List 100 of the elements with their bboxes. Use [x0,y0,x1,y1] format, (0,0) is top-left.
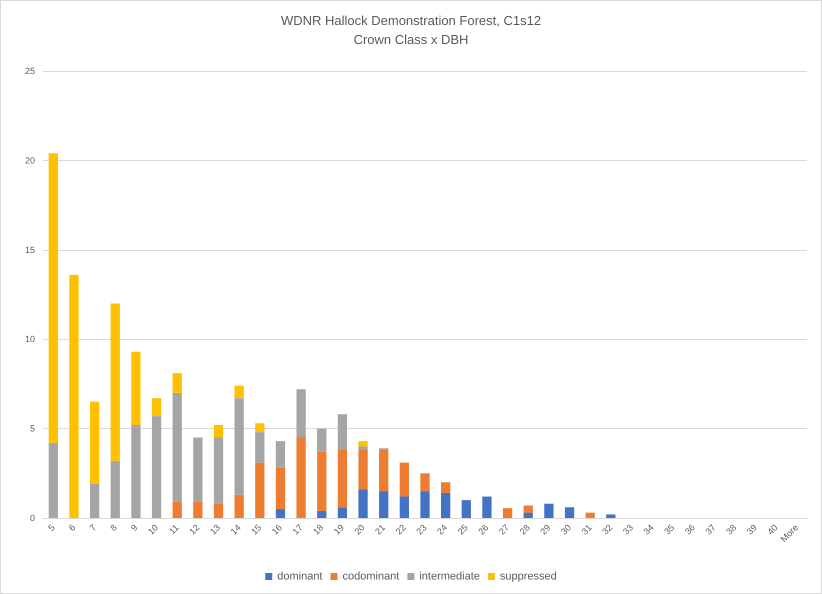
bar [172,373,182,393]
x-tick-label: 25 [456,522,470,537]
bar [276,468,286,510]
y-tick-label: 10 [24,334,35,344]
bar [90,484,100,518]
bar [400,462,409,497]
x-tick-label: 24 [435,522,450,537]
y-tick-label: 0 [30,513,35,523]
bar [69,274,79,518]
x-tick-label: 14 [228,522,243,537]
bar [524,505,533,513]
x-tick-label: 7 [88,522,98,534]
x-tick-label: 38 [724,522,738,537]
x-tick-label: 5 [46,522,57,534]
x-tick-label: 28 [518,522,532,537]
x-tick-label: 34 [642,522,656,537]
bar [152,398,162,416]
x-tick-label: 31 [580,522,594,537]
bar [441,492,450,518]
x-tick-label: 37 [703,522,718,537]
bar [296,389,306,438]
bar [606,514,616,518]
bar [193,502,203,518]
x-tick-label: 12 [187,522,202,537]
x-tick-label: 32 [600,522,614,537]
bar [193,438,203,502]
bar [544,504,554,518]
x-tick-label: 8 [108,522,119,534]
bar [338,507,348,518]
x-tick-label: 6 [66,522,78,534]
x-tick-label: 36 [682,522,697,537]
legend-label: dominant [277,570,323,582]
bar [420,473,430,492]
bar [338,414,348,450]
bar [482,496,492,518]
x-tick-label: 15 [249,522,264,537]
x-tick-label: 26 [476,522,490,537]
bar [214,425,224,438]
bar [586,512,595,518]
bar [502,508,512,518]
bar [255,462,264,518]
bar [110,460,120,518]
bar [172,502,182,518]
x-tick-label: 40 [765,522,780,537]
legend-label: intermediate [419,570,480,582]
bar [317,510,326,518]
bar [255,432,264,463]
bar [214,438,224,504]
x-tick-label: 10 [146,522,160,537]
x-tick-label: 39 [744,522,759,537]
x-tick-label: 17 [290,522,305,537]
bar [234,494,244,518]
x-tick-label: 29 [538,522,552,537]
x-tick-label: 9 [128,522,140,534]
bar [131,425,141,518]
bar [234,386,244,398]
x-tick-label: 19 [332,522,346,537]
x-tick-label: 22 [394,522,408,537]
bar [296,438,306,518]
bar [90,402,100,484]
x-tick-label: 35 [662,522,676,537]
x-tick-label: 11 [167,522,181,536]
bar [338,450,348,508]
x-tick-label: 18 [311,522,326,537]
chart-title: WDNR Hallock Demonstration Forest, C1s12 [280,13,542,28]
bar [358,446,368,450]
bar [358,450,368,490]
bar [441,482,450,493]
x-tick-label: 33 [620,522,636,537]
x-tick-label: 27 [496,522,512,537]
bar [379,491,388,518]
x-tick-label: 21 [373,522,388,537]
x-tick-label: 20 [352,522,367,537]
bar [131,352,141,426]
bar [255,423,264,432]
bar [379,450,388,492]
bar [462,500,471,518]
legend-label: suppressed [500,570,557,582]
y-tick-label: 5 [30,424,35,434]
chart-subtitle: Crown Class x DBH [354,32,468,47]
x-tick-label: 16 [270,522,284,537]
bar [172,392,182,502]
y-tick-label: 20 [24,155,35,166]
bar [358,489,368,518]
bar [564,507,574,518]
bar [234,398,244,495]
bar [358,441,368,446]
bar [48,442,58,518]
bar [420,491,430,518]
bar [317,428,326,452]
bar [276,441,286,468]
bar [152,416,162,518]
bar [214,504,224,518]
bar [276,509,286,518]
bar [524,512,533,518]
bar [110,303,120,461]
x-tick-label: 23 [414,522,429,537]
bar [317,452,326,511]
y-tick-label: 15 [24,244,35,255]
legend-label: codominant [342,570,400,582]
